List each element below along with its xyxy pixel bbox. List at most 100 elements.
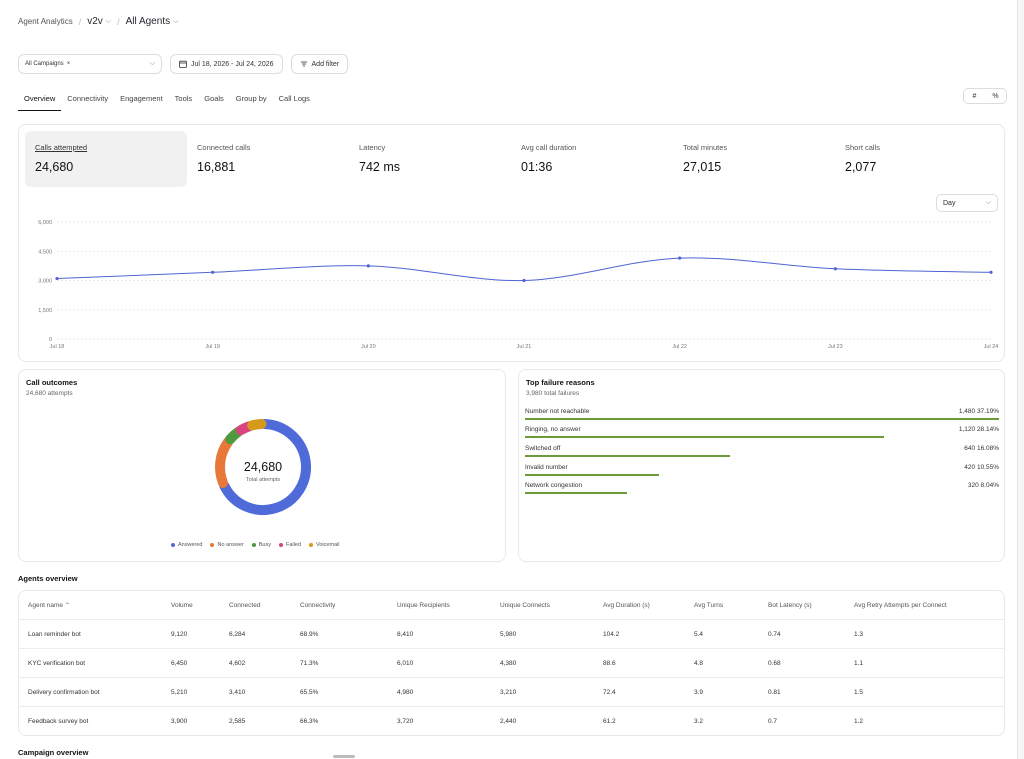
column-header[interactable]: Unique Connects	[500, 602, 550, 609]
table-row[interactable]: KYC verification bot 6,450 4,602 71.3% 6…	[19, 649, 1004, 678]
legend-answered[interactable]: Answered	[171, 542, 202, 548]
metric-connected-calls[interactable]: Connected calls 16,881	[187, 131, 349, 187]
column-header[interactable]: Avg Duration (s)	[603, 602, 650, 609]
outcomes-title: Call outcomes	[26, 378, 78, 387]
date-range-button[interactable]: Jul 18, 2026 - Jul 24, 2026	[170, 54, 283, 74]
donut-segment[interactable]	[247, 419, 267, 431]
metric-value: 01:36	[521, 160, 553, 174]
data-point[interactable]	[211, 270, 215, 274]
table-cell: 2,585	[229, 718, 246, 725]
failure-row[interactable]: Ringing, no answer 1,120 28.14%	[525, 426, 999, 438]
column-header[interactable]: Connected	[229, 602, 261, 609]
table-cell: 3.2	[694, 718, 704, 725]
tab-call-logs[interactable]: Call Logs	[278, 94, 310, 103]
failure-row[interactable]: Number not reachable 1,480 37.19%	[525, 408, 999, 420]
table-cell: 4.8	[694, 660, 704, 667]
table-cell: 4,380	[500, 660, 517, 667]
legend-dot	[171, 543, 175, 547]
count-toggle[interactable]: #	[972, 92, 977, 100]
chevron-down-icon: ⌵	[149, 60, 155, 67]
table-cell: 6,450	[171, 660, 188, 667]
donut-segment[interactable]	[219, 419, 311, 515]
failures-title: Top failure reasons	[526, 378, 595, 387]
workspace-selector[interactable]: v2v ⌵	[87, 16, 111, 27]
legend-failed[interactable]: Failed	[279, 542, 301, 548]
table-cell: 8,410	[397, 631, 414, 638]
data-point[interactable]	[55, 276, 59, 281]
column-header[interactable]: Connectivity	[300, 602, 336, 609]
failure-row[interactable]: Invalid number 420 10.55%	[525, 464, 999, 476]
campaign-select[interactable]: All Campaigns × ⌵	[18, 54, 162, 74]
column-header[interactable]: Volume	[171, 602, 193, 609]
metric-label: Total minutes	[683, 143, 728, 152]
metric-label: Avg call duration	[521, 143, 577, 152]
failure-label: Switched off	[525, 445, 561, 452]
table-cell: 3,900	[171, 718, 188, 725]
donut-center-value: 24,680	[243, 460, 283, 474]
percent-toggle[interactable]: %	[992, 92, 999, 100]
failure-row[interactable]: Network congestion 320 8.04%	[525, 482, 999, 494]
window-scrollbar[interactable]	[1018, 0, 1024, 759]
granularity-select[interactable]: Day ⌵	[936, 194, 998, 212]
data-point[interactable]	[522, 278, 526, 283]
y-tick-label: 6,000	[38, 220, 52, 226]
breadcrumb-root[interactable]: Agent Analytics	[18, 17, 73, 26]
column-header[interactable]: Avg Retry Attempts per Connect	[854, 602, 947, 609]
add-filter-label: Add filter	[311, 60, 340, 68]
table-row[interactable]: Delivery confirmation bot 5,210 3,410 65…	[19, 678, 1004, 707]
metric-latency[interactable]: Latency 742 ms	[349, 131, 511, 187]
table-cell: Delivery confirmation bot	[28, 689, 100, 696]
x-tick-label: Jul 24	[984, 344, 999, 350]
table-cell: 1.2	[854, 718, 864, 725]
legend-busy[interactable]: Busy	[251, 542, 271, 548]
table-cell: KYC verification bot	[28, 660, 86, 667]
campaign-chip-label: All Campaigns	[25, 61, 64, 67]
failure-stat: 320 8.04%	[967, 482, 999, 489]
column-header[interactable]: Bot Latency (s)	[768, 602, 812, 609]
close-icon[interactable]: ×	[66, 61, 71, 67]
tab-goals[interactable]: Goals	[204, 94, 224, 103]
data-point[interactable]	[989, 270, 993, 274]
failure-label: Network congestion	[525, 482, 583, 489]
table-row[interactable]: Feedback survey bot 3,900 2,585 66.3% 3,…	[19, 707, 1004, 735]
data-point[interactable]	[833, 267, 837, 271]
agent-selector[interactable]: All Agents ⌵	[126, 16, 179, 27]
x-tick-label: Jul 21	[517, 344, 532, 350]
campaign-chip: All Campaigns ×	[25, 61, 70, 67]
legend-voicemail[interactable]: Voicemail	[308, 542, 340, 548]
metric-short-calls[interactable]: Short calls 2,077	[835, 131, 997, 187]
legend-dot	[308, 543, 313, 547]
metric-avg-call-duration[interactable]: Avg call duration 01:36	[511, 131, 673, 187]
x-tick-label: Jul 23	[828, 344, 843, 350]
data-point[interactable]	[366, 264, 370, 268]
column-header[interactable]: Avg Turns	[694, 602, 724, 609]
failure-label: Ringing, no answer	[525, 426, 581, 433]
failure-row[interactable]: Switched off 640 16.08%	[525, 445, 999, 457]
outcomes-donut-chart	[215, 419, 311, 515]
metric-value: 24,680	[35, 160, 74, 174]
tab-engagement[interactable]: Engagement	[120, 94, 163, 103]
y-tick-label: 3,000	[38, 279, 52, 285]
column-header-agent-name[interactable]: Agent name ⌃	[28, 602, 70, 609]
table-row[interactable]: Loan reminder bot 9,120 6,284 68.9% 8,41…	[19, 620, 1004, 649]
add-filter-button[interactable]: Add filter	[290, 54, 349, 74]
tab-tools[interactable]: Tools	[174, 94, 193, 103]
tab-group-by[interactable]: Group by	[235, 94, 267, 103]
column-header[interactable]: Unique Recipients	[397, 602, 450, 609]
metric-calls-attempted[interactable]: Calls attempted 24,680	[25, 131, 187, 187]
donut-segment[interactable]	[215, 436, 234, 488]
table-cell: 4,602	[229, 660, 246, 667]
failure-label: Invalid number	[525, 464, 568, 471]
call-outcomes-card: Call outcomes 24,680 attempts 24,680 Tot…	[18, 369, 506, 562]
failure-stat: 1,480 37.19%	[958, 408, 999, 415]
column-header-label: Agent name	[28, 602, 64, 609]
failures-subtitle: 3,980 total failures	[526, 390, 580, 397]
scroll-handle[interactable]	[333, 755, 355, 758]
tab-connectivity[interactable]: Connectivity	[67, 94, 109, 103]
legend-no-answer[interactable]: No answer	[210, 542, 244, 548]
agents-table: Agent name ⌃ Volume Connected Connectivi…	[18, 590, 1005, 736]
sort-asc-icon: ⌃	[64, 603, 70, 609]
data-point[interactable]	[678, 256, 682, 260]
tab-overview[interactable]: Overview	[18, 92, 62, 111]
metric-total-minutes[interactable]: Total minutes 27,015	[673, 131, 835, 187]
